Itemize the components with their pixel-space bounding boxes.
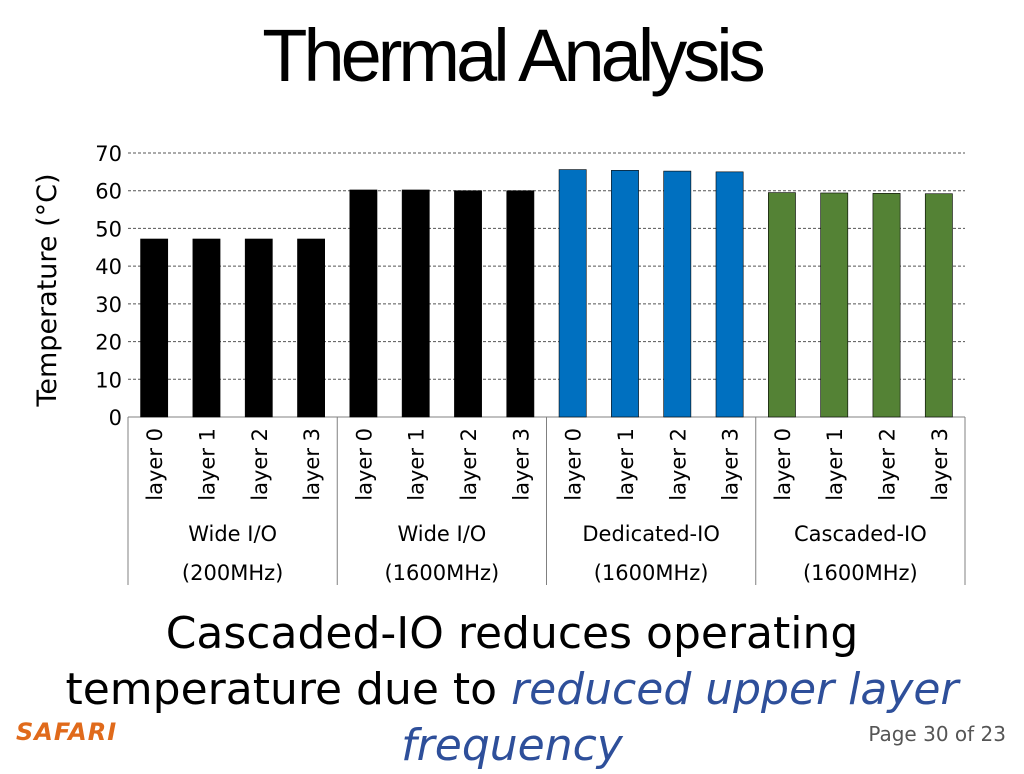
- x-axis-categories: layer 0 layer 1 layer 2 layer 3 layer 0 layer…: [143, 428, 952, 501]
- slide-title: Thermal Analysis: [262, 14, 765, 97]
- bar: [349, 189, 378, 418]
- bar: [506, 190, 535, 418]
- x-category-label: layer 2: [248, 428, 272, 501]
- x-category-label: layer 1: [823, 428, 847, 501]
- y-tick-label: 0: [109, 406, 122, 430]
- bar: [192, 238, 221, 418]
- x-category-label: layer 1: [614, 428, 638, 501]
- group-label-line2: (1600MHz): [594, 561, 709, 585]
- caption-line-2: temperature due to reduced upper layer: [0, 662, 1024, 718]
- y-tick-label: 60: [95, 180, 122, 204]
- x-category-label: layer 2: [876, 428, 900, 501]
- bar: [611, 170, 639, 418]
- bar: [140, 238, 169, 418]
- caption-line-2-emphasis: reduced upper layer: [511, 664, 959, 715]
- group-label-line2: (1600MHz): [384, 561, 499, 585]
- safari-logo: SAFARI: [16, 718, 118, 746]
- x-category-label: layer 0: [562, 428, 586, 501]
- bar: [297, 238, 325, 418]
- bar: [454, 190, 482, 418]
- page-number: Page 30 of 23: [868, 722, 1006, 746]
- bars: [140, 169, 953, 418]
- y-tick-label: 70: [95, 142, 122, 166]
- x-category-label: layer 3: [509, 428, 533, 501]
- y-axis-ticks: 0 10 20 30 40 50 60 70: [95, 142, 122, 430]
- group-label-line1: Dedicated-IO: [582, 522, 719, 546]
- group-label-line1: Wide I/O: [397, 522, 486, 546]
- x-category-label: layer 3: [719, 428, 743, 501]
- group-label-line1: Wide I/O: [188, 522, 277, 546]
- x-axis-groups: Wide I/O (200MHz) Wide I/O (1600MHz) Dedicat…: [127, 417, 966, 585]
- caption-line-3-emphasis: frequency: [401, 720, 623, 771]
- y-tick-label: 10: [95, 368, 122, 392]
- x-category-label: layer 2: [666, 428, 690, 501]
- slide-caption: Cascaded-IO reduces operating temperatur…: [0, 606, 1024, 774]
- x-category-label: layer 1: [195, 428, 219, 501]
- caption-line-2-plain: temperature due to: [65, 664, 512, 715]
- group-label-line2: (200MHz): [182, 561, 283, 585]
- x-category-label: layer 0: [771, 428, 795, 501]
- x-category-label: layer 1: [405, 428, 429, 501]
- y-tick-label: 50: [95, 217, 122, 241]
- caption-line-1: Cascaded-IO reduces operating: [165, 608, 859, 659]
- x-category-label: layer 0: [352, 428, 376, 501]
- x-category-label: layer 3: [928, 428, 952, 501]
- group-label-line2: (1600MHz): [803, 561, 918, 585]
- y-tick-label: 30: [95, 293, 122, 317]
- x-category-label: layer 2: [457, 428, 481, 501]
- bar: [924, 193, 953, 418]
- bar: [768, 192, 796, 418]
- x-category-label: layer 3: [300, 428, 324, 501]
- y-axis-label: Temperature (°C): [32, 173, 63, 407]
- group-label-line1: Cascaded-IO: [794, 522, 927, 546]
- bar: [244, 238, 273, 418]
- y-tick-label: 40: [95, 255, 122, 279]
- bar: [820, 192, 849, 418]
- bar: [872, 193, 901, 418]
- y-tick-label: 20: [95, 331, 122, 355]
- bar: [401, 189, 430, 418]
- bar: [558, 169, 587, 418]
- bar: [663, 170, 692, 418]
- bar: [715, 171, 744, 418]
- x-category-label: layer 0: [143, 428, 167, 501]
